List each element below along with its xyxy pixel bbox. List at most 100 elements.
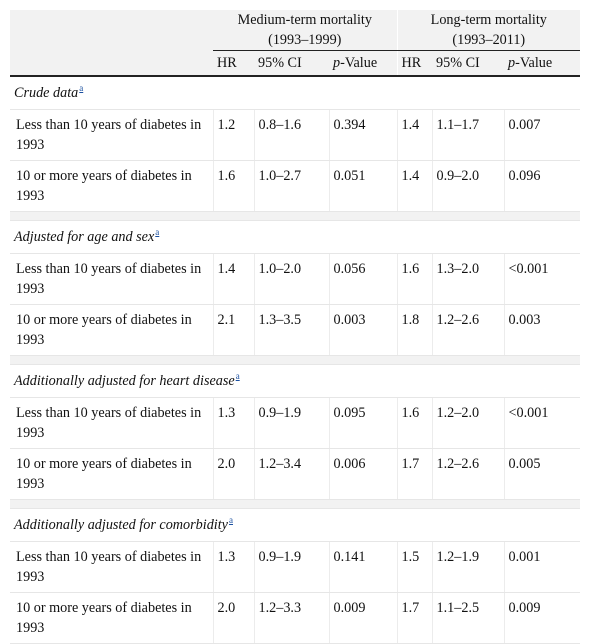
cell-hr-long: 1.4 <box>396 160 433 212</box>
section-title: Adjusted for age and sexa <box>10 220 581 254</box>
table-header: Medium-term mortality (1993–1999) Long-t… <box>10 10 581 77</box>
cell-hr-long: 1.8 <box>396 304 433 356</box>
cell-ci-medium: 1.2–3.4 <box>253 448 329 500</box>
cell-ci-long: 1.2–2.6 <box>431 448 505 500</box>
cell-ci-long: 1.1–1.7 <box>431 109 505 161</box>
table-row: Less than 10 years of diabetes in 1993 1… <box>10 253 581 305</box>
row-label: 10 or more years of diabetes in 1993 <box>10 160 213 212</box>
table-row: Less than 10 years of diabetes in 1993 1… <box>10 541 581 593</box>
col-p-medium: p-Value <box>329 50 398 77</box>
section-title: Additionally adjusted for comorbiditya <box>10 508 581 542</box>
col-ci-medium: 95% CI <box>254 50 329 77</box>
table-row: 10 or more years of diabetes in 1993 2.1… <box>10 304 581 356</box>
cell-ci-medium: 0.9–1.9 <box>253 541 329 593</box>
cell-hr-medium: 2.1 <box>212 304 254 356</box>
spacer-cell <box>10 499 581 509</box>
cell-ci-long: 1.3–2.0 <box>431 253 505 305</box>
section-title: Crude dataa <box>10 76 581 110</box>
cell-p-medium: 0.394 <box>328 109 398 161</box>
cell-p-medium: 0.009 <box>328 592 398 644</box>
row-label: Less than 10 years of diabetes in 1993 <box>10 541 213 593</box>
p-italic: p <box>508 55 516 71</box>
cell-p-medium: 0.141 <box>328 541 398 593</box>
table-row: Less than 10 years of diabetes in 1993 1… <box>10 109 581 161</box>
section-spacer <box>10 499 581 509</box>
cell-p-medium: 0.051 <box>328 160 398 212</box>
cell-hr-long: 1.7 <box>396 448 433 500</box>
table-row: 10 or more years of diabetes in 1993 2.0… <box>10 592 581 644</box>
spacer-cell <box>10 355 581 365</box>
cell-hr-medium: 2.0 <box>212 448 254 500</box>
col-hr-medium: HR <box>213 50 254 77</box>
table-row: 10 or more years of diabetes in 1993 2.0… <box>10 448 581 500</box>
section-title-text: Adjusted for age and sex <box>14 229 155 245</box>
section-title: Additionally adjusted for heart diseasea <box>10 364 581 398</box>
cell-p-medium: 0.095 <box>328 397 398 449</box>
cell-ci-long: 1.2–1.9 <box>431 541 505 593</box>
medium-term-header: Medium-term mortality (1993–1999) <box>213 10 398 51</box>
row-label: 10 or more years of diabetes in 1993 <box>10 448 213 500</box>
cell-p-long: 0.001 <box>503 541 581 593</box>
row-label: 10 or more years of diabetes in 1993 <box>10 304 213 356</box>
cell-ci-medium: 0.9–1.9 <box>253 397 329 449</box>
footnote-link[interactable]: a <box>235 371 240 381</box>
col-hr-long: HR <box>396 50 433 77</box>
cell-p-long: 0.003 <box>503 304 581 356</box>
footnote-link[interactable]: a <box>79 83 84 93</box>
cell-hr-medium: 2.0 <box>212 592 254 644</box>
col-ci-long: 95% CI <box>432 50 505 77</box>
cell-ci-medium: 1.2–3.3 <box>253 592 329 644</box>
cell-hr-long: 1.6 <box>396 397 433 449</box>
cell-hr-long: 1.6 <box>396 253 433 305</box>
cell-hr-long: 1.4 <box>396 109 433 161</box>
footnote-link[interactable]: a <box>155 227 160 237</box>
group-header-row: Medium-term mortality (1993–1999) Long-t… <box>10 10 581 77</box>
cell-hr-medium: 1.6 <box>212 160 254 212</box>
cell-hr-medium: 1.3 <box>212 397 254 449</box>
section-heading-row: Additionally adjusted for heart diseasea <box>10 364 581 398</box>
cell-p-long: 0.007 <box>503 109 581 161</box>
cell-hr-long: 1.5 <box>396 541 433 593</box>
header-blank-cell <box>10 10 213 77</box>
section-title-text: Additionally adjusted for heart disease <box>14 373 235 389</box>
section-spacer <box>10 355 581 365</box>
mortality-table: Medium-term mortality (1993–1999) Long-t… <box>10 10 581 644</box>
p-rest: -Value <box>515 55 553 71</box>
long-term-title: Long-term mortality <box>430 12 547 28</box>
col-p-long: p-Value <box>504 50 581 77</box>
row-label: 10 or more years of diabetes in 1993 <box>10 592 213 644</box>
section-heading-row: Adjusted for age and sexa <box>10 220 581 254</box>
table-row: 10 or more years of diabetes in 1993 1.6… <box>10 160 581 212</box>
row-label: Less than 10 years of diabetes in 1993 <box>10 397 213 449</box>
footnote-link[interactable]: a <box>228 515 233 525</box>
cell-p-medium: 0.003 <box>328 304 398 356</box>
cell-ci-medium: 0.8–1.6 <box>253 109 329 161</box>
table-body: Crude dataa Less than 10 years of diabet… <box>10 76 581 644</box>
cell-ci-long: 1.2–2.0 <box>431 397 505 449</box>
section-spacer <box>10 211 581 221</box>
cell-p-medium: 0.006 <box>328 448 398 500</box>
row-label: Less than 10 years of diabetes in 1993 <box>10 109 213 161</box>
spacer-cell <box>10 211 581 221</box>
cell-ci-medium: 1.0–2.7 <box>253 160 329 212</box>
column-header-row: HR 95% CI p-Value HR 95% CI p-Value <box>10 50 581 77</box>
long-term-header: Long-term mortality (1993–2011) <box>396 10 581 51</box>
p-rest: -Value <box>340 55 378 71</box>
row-label: Less than 10 years of diabetes in 1993 <box>10 253 213 305</box>
section-heading-row: Additionally adjusted for comorbiditya <box>10 508 581 542</box>
cell-ci-medium: 1.3–3.5 <box>253 304 329 356</box>
cell-hr-medium: 1.2 <box>212 109 254 161</box>
p-italic: p <box>333 55 341 71</box>
cell-hr-medium: 1.3 <box>212 541 254 593</box>
cell-ci-medium: 1.0–2.0 <box>253 253 329 305</box>
medium-term-title: Medium-term mortality <box>237 12 372 28</box>
table-container: Medium-term mortality (1993–1999) Long-t… <box>10 10 581 644</box>
cell-ci-long: 1.1–2.5 <box>431 592 505 644</box>
table-row: Less than 10 years of diabetes in 1993 1… <box>10 397 581 449</box>
cell-p-long: <0.001 <box>503 253 581 305</box>
cell-p-long: 0.009 <box>503 592 581 644</box>
cell-hr-medium: 1.4 <box>212 253 254 305</box>
section-heading-row: Crude dataa <box>10 76 581 110</box>
cell-ci-long: 1.2–2.6 <box>431 304 505 356</box>
cell-p-long: 0.096 <box>503 160 581 212</box>
